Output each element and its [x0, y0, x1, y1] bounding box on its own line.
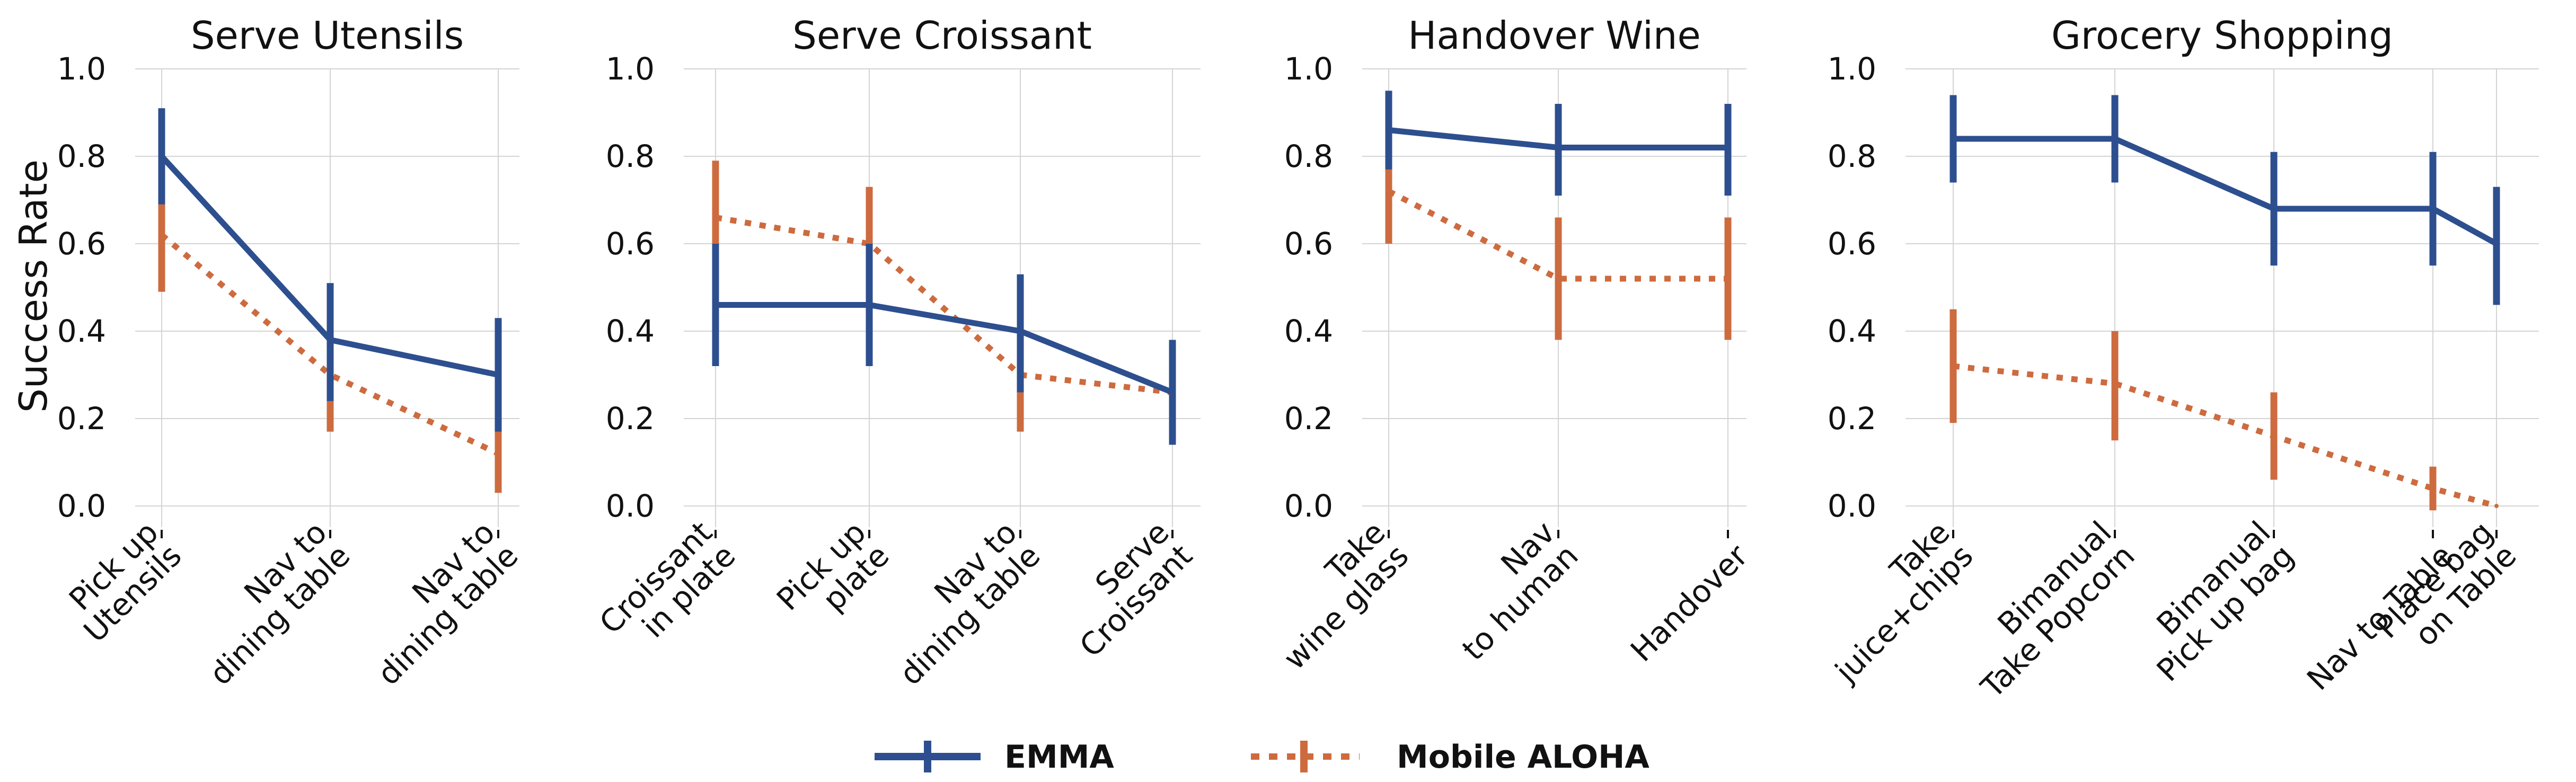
legend-mobile-aloha-label: Mobile ALOHA — [1397, 739, 1649, 776]
grocery-shopping-title: Grocery Shopping — [2051, 13, 2393, 58]
serve-croissant-mobile-aloha-point — [713, 215, 718, 220]
serve-utensils-mobile-aloha-point — [160, 233, 164, 237]
handover-wine-xtick-label-line: Handover — [1624, 537, 1755, 669]
serve-croissant-emma-point — [1018, 329, 1022, 333]
handover-wine-title: Handover Wine — [1408, 13, 1701, 58]
serve-utensils-ytick-label: 1.0 — [57, 51, 106, 87]
grocery-shopping-ytick-label: 1.0 — [1828, 51, 1876, 87]
handover-wine-emma-point — [1726, 145, 1730, 150]
handover-wine-xtick-label: Handover — [1624, 537, 1755, 669]
serve-utensils-ytick-label: 0.0 — [57, 488, 106, 524]
handover-wine-ytick-label: 0.2 — [1284, 401, 1333, 437]
grocery-shopping-ytick-label: 0.4 — [1828, 313, 1876, 349]
legend-entry-mobile-aloha: Mobile ALOHA — [1251, 739, 1649, 776]
handover-wine-ytick-label: 0.6 — [1284, 226, 1333, 262]
grocery-shopping-mobile-aloha-point — [2272, 434, 2276, 438]
serve-croissant-ytick-label: 0.6 — [606, 226, 655, 262]
serve-utensils-title: Serve Utensils — [191, 13, 464, 58]
serve-utensils-ytick-label: 0.2 — [57, 401, 106, 437]
serve-croissant-emma-line — [716, 302, 1174, 395]
handover-wine-mobile-aloha-line — [1387, 189, 1728, 282]
serve-croissant-emma-point — [713, 303, 718, 307]
handover-wine-mobile-aloha-point — [1387, 189, 1391, 193]
serve-utensils-mobile-aloha-point — [496, 451, 500, 456]
serve-utensils-ytick-label: 0.6 — [57, 226, 106, 262]
grocery-shopping-emma-point — [1951, 137, 1955, 141]
serve-croissant-ytick-label: 0.2 — [606, 401, 655, 437]
serve-utensils-ytick-label: 0.4 — [57, 313, 106, 349]
grocery-shopping-mobile-aloha-point — [2431, 486, 2435, 491]
serve-croissant-emma-point — [867, 303, 871, 307]
grocery-shopping-ytick-label: 0.2 — [1828, 401, 1876, 437]
handover-wine-mobile-aloha-point — [1556, 277, 1560, 281]
serve-croissant-title: Serve Croissant — [792, 13, 1092, 58]
serve-utensils-emma-point — [496, 372, 500, 377]
grocery-shopping-emma-point — [2431, 207, 2435, 211]
grocery-shopping-mobile-aloha-point — [2113, 381, 2117, 386]
handover-wine-ytick-label: 0.8 — [1284, 138, 1333, 174]
handover-wine-ytick-label: 0.4 — [1284, 313, 1333, 349]
grocery-shopping-mobile-aloha-line — [1953, 363, 2498, 509]
serve-croissant-mobile-aloha-line — [715, 215, 1173, 395]
grocery-shopping-mobile-aloha-point — [1951, 364, 1955, 368]
serve-utensils-ytick-label: 0.8 — [57, 138, 106, 174]
serve-utensils-emma-point — [328, 337, 332, 342]
y-axis-label: Success Rate — [11, 159, 56, 413]
serve-croissant-ytick-label: 0.4 — [606, 313, 655, 349]
serve-croissant-ytick-label: 0.8 — [606, 138, 655, 174]
handover-wine-ytick-label: 0.0 — [1284, 488, 1333, 524]
serve-utensils-emma-point — [160, 154, 164, 158]
grocery-shopping-emma-line — [1953, 136, 2498, 246]
handover-wine-emma-point — [1387, 128, 1391, 132]
grocery-shopping-mobile-aloha-point — [2494, 504, 2499, 508]
legend-entry-emma: EMMA — [875, 739, 1114, 776]
grocery-shopping-emma-point — [2113, 137, 2117, 141]
serve-croissant-ytick-label: 0.0 — [606, 488, 655, 524]
legend: EMMA Mobile ALOHA — [875, 739, 1649, 776]
handover-wine-mobile-aloha-point — [1726, 277, 1730, 281]
serve-croissant-ytick-label: 1.0 — [606, 51, 655, 87]
legend-emma-label: EMMA — [1004, 739, 1114, 776]
serve-utensils-mobile-aloha-line — [160, 233, 500, 456]
grocery-shopping-ytick-label: 0.0 — [1828, 488, 1876, 524]
handover-wine-ytick-label: 1.0 — [1284, 51, 1333, 87]
grocery-shopping-emma-point — [2494, 242, 2499, 246]
serve-croissant-emma-point — [1170, 390, 1175, 395]
handover-wine-emma-point — [1556, 145, 1560, 150]
grocery-shopping-ytick-label: 0.6 — [1828, 226, 1876, 262]
grocery-shopping-emma-point — [2272, 207, 2276, 211]
grocery-shopping-ytick-label: 0.8 — [1828, 138, 1876, 174]
